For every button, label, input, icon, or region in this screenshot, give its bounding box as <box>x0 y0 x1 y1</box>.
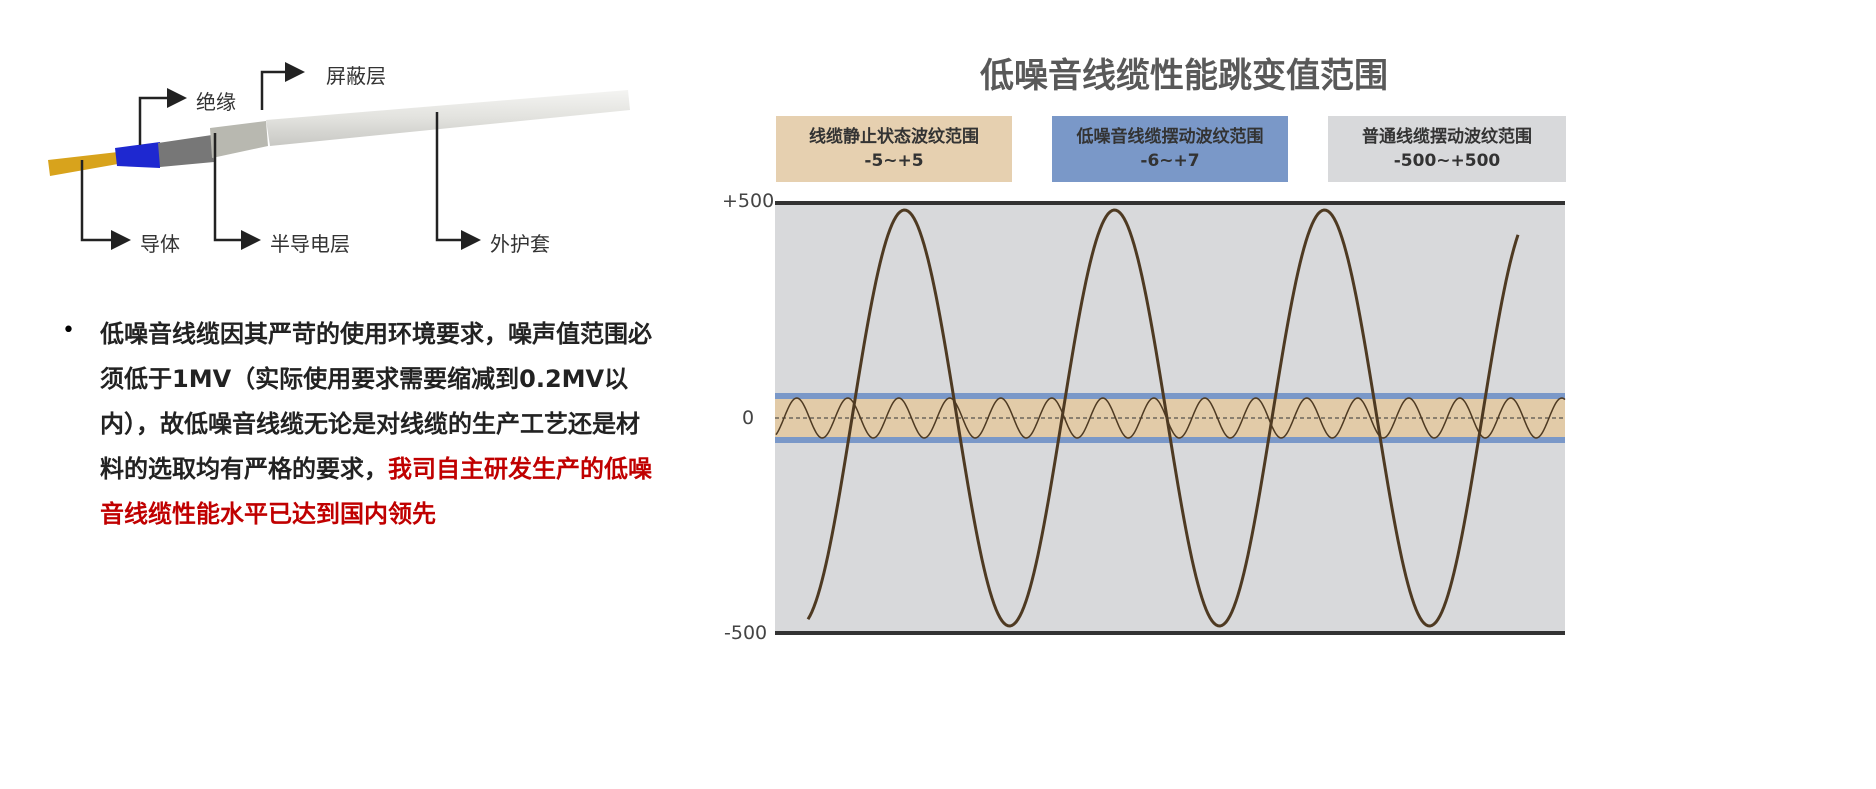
legend-normal: 普通线缆摆动波纹范围 -500~+500 <box>1328 116 1566 182</box>
low-noise-wave <box>775 397 1566 439</box>
normal-cable-wave <box>806 208 1520 628</box>
legend-low-noise-name: 低噪音线缆摆动波纹范围 <box>1076 127 1264 147</box>
legend-static-range: -5~+5 <box>864 151 924 171</box>
ytick-top: +500 <box>722 190 775 212</box>
ytick-zero: 0 <box>742 407 755 429</box>
label-jacket: 外护套 <box>490 232 550 256</box>
label-shield: 屏蔽层 <box>326 64 386 88</box>
bullet-highlight: 我司自主研发生产的低噪音线缆性能水平已达到国内领先 <box>100 455 652 528</box>
chart-title: 低噪音线缆性能跳变值范围 <box>980 56 1388 96</box>
cable-illustration <box>48 90 630 176</box>
legend-static-name: 线缆静止状态波纹范围 <box>809 127 979 147</box>
label-semiconductive: 半导电层 <box>270 232 350 256</box>
cable-diagram <box>48 62 630 250</box>
bullet-paragraph: 低噪音线缆因其严苛的使用环境要求，噪声值范围必须低于1MV（实际使用要求需要缩减… <box>100 312 660 537</box>
label-insulation: 绝缘 <box>196 90 236 114</box>
label-conductor: 导体 <box>140 232 180 256</box>
bullet-symbol: • <box>62 318 75 343</box>
ytick-bottom: -500 <box>724 622 768 644</box>
legend-low-noise-range: -6~+7 <box>1140 151 1200 171</box>
legend-normal-name: 普通线缆摆动波纹范围 <box>1362 127 1532 147</box>
bullet-text: 低噪音线缆因其严苛的使用环境要求，噪声值范围必须低于1MV（实际使用要求需要缩减… <box>100 320 652 483</box>
legend-low-noise: 低噪音线缆摆动波纹范围 -6~+7 <box>1052 116 1288 182</box>
legend-normal-range: -500~+500 <box>1393 151 1501 171</box>
legend-static: 线缆静止状态波纹范围 -5~+5 <box>776 116 1012 182</box>
